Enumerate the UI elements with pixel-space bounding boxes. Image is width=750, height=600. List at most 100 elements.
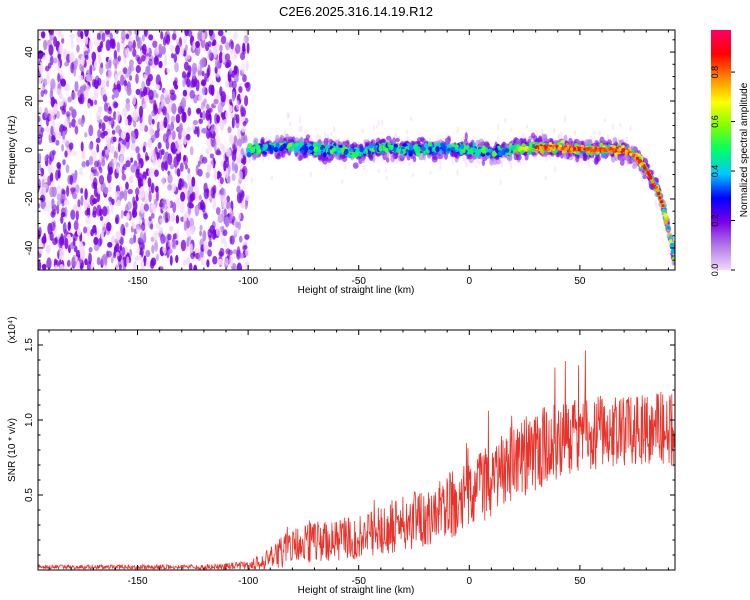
spectrogram-cell-563	[121, 173, 127, 181]
spectrogram-cell-1469	[158, 226, 164, 234]
spectrogram-cell-407	[107, 241, 113, 248]
spectrogram-cell-1356	[64, 150, 68, 158]
spectrogram-cell-1227	[135, 163, 142, 170]
spectrogram-cell-734	[195, 41, 200, 48]
spectrogram-cell-1756	[250, 177, 253, 184]
spectrogram-cell-1432	[115, 251, 120, 257]
spectrogram-cell-4394	[546, 147, 550, 152]
spectrogram-cell-1159	[112, 58, 118, 67]
spectrogram-cell-1233	[135, 88, 141, 95]
spectrogram-cell-396	[55, 131, 59, 139]
spectrogram-cell-1216	[134, 255, 140, 262]
spectrogram-cell-1167	[145, 259, 151, 268]
spectrogram-cell-1229	[235, 99, 240, 111]
spectrogram-cell-1526	[668, 248, 671, 255]
spectrogram-cell-1435	[84, 209, 89, 216]
spectrogram-cell-2979	[352, 162, 359, 169]
spectrogram-cell-2926	[586, 139, 593, 145]
spectrogram-cell-746	[180, 191, 186, 202]
spectrogram-cell-856	[132, 209, 138, 218]
spectrogram-cell-758	[169, 163, 174, 170]
spectrogram-ytick-label-1: -20	[24, 191, 35, 206]
spectrogram-cell-1279	[198, 192, 202, 203]
spectrogram-cell-2585	[298, 155, 303, 161]
spectrogram-cell-1705	[500, 159, 503, 165]
spectrogram-cell-152	[71, 108, 77, 119]
spectrogram-cell-1130	[241, 126, 246, 133]
spectrogram-cell-978	[233, 74, 239, 83]
spectrogram-cell-296	[61, 38, 65, 44]
spectrogram-cell-1045	[185, 133, 191, 141]
spectrogram-cell-326	[96, 143, 100, 153]
spectrogram-cell-1020	[196, 126, 200, 138]
spectrogram-cell-4271	[643, 166, 647, 170]
spectrogram-cell-4023	[393, 143, 398, 149]
spectrogram-cell-1315	[60, 215, 64, 224]
spectrogram-cell-233	[110, 202, 114, 214]
spectrogram-cell-4157	[320, 146, 324, 151]
spectrogram-cell-104	[111, 129, 116, 135]
spectrogram-cell-4115	[666, 225, 671, 230]
spectrogram-cell-854	[57, 72, 61, 83]
spectrogram-cell-1053	[125, 181, 129, 190]
spectrogram-ytick-label-4: 40	[24, 46, 35, 58]
spectrogram-cell-1472	[102, 94, 108, 102]
spectrogram-cell-1426	[109, 38, 115, 49]
spectrogram-cell-743	[114, 216, 119, 224]
spectrogram-cell-1376	[50, 96, 56, 108]
spectrogram-cell-1333	[93, 160, 99, 168]
spectrogram-cell-4125	[435, 146, 440, 153]
spectrogram-cell-1702	[288, 121, 292, 126]
spectrogram-cell-1192	[203, 128, 208, 135]
spectrogram-cell-1461	[136, 36, 142, 49]
spectrogram-cell-1456	[225, 147, 232, 157]
spectrogram-cell-1012	[88, 124, 94, 137]
spectrogram-cell-876	[237, 128, 241, 138]
spectrogram-cell-4011	[420, 146, 426, 152]
spectrogram-cell-1467	[165, 197, 170, 205]
spectrogram-cell-1708	[270, 175, 273, 181]
spectrogram-cell-1082	[145, 249, 151, 258]
spectrogram-cell-1488	[181, 129, 187, 138]
spectrogram-cell-4082	[251, 147, 256, 153]
spectrogram-cell-821	[48, 44, 54, 56]
spectrogram-cell-615	[111, 235, 116, 244]
spectrogram-cell-1365	[144, 151, 149, 162]
spectrogram-cell-1205	[198, 33, 203, 40]
spectrogram-cell-1533	[316, 133, 320, 140]
spectrogram-cell-837	[38, 252, 42, 258]
spectrogram-cell-1496	[43, 183, 48, 191]
spectrogram-cell-4417	[624, 149, 628, 153]
spectrogram-cell-696	[185, 54, 191, 60]
spectrogram-cell-1407	[144, 198, 149, 204]
spectrogram-cell-1466	[210, 186, 215, 199]
spectrogram-cell-521	[159, 120, 165, 132]
spectrogram-cell-1284	[143, 30, 148, 37]
spectrogram-cell-841	[207, 64, 211, 77]
spectrogram-cell-2722	[383, 152, 390, 158]
spectrogram-cell-4351	[595, 149, 599, 153]
spectrogram-cell-1371	[215, 207, 221, 215]
spectrogram-cell-4330	[640, 162, 644, 166]
spectrogram-cell-1054	[40, 31, 46, 39]
spectrogram-cell-1375	[93, 60, 98, 69]
spectrogram-cell-4138	[288, 148, 293, 152]
spectrogram-cell-1114	[207, 249, 212, 257]
spectrogram-cell-4052	[367, 150, 372, 155]
spectrogram-cell-2871	[506, 155, 510, 161]
spectrogram-cell-275	[88, 39, 93, 51]
spectrogram-cell-394	[218, 51, 224, 64]
spectrogram-cell-303	[186, 227, 192, 237]
spectrogram-cell-1359	[140, 260, 145, 270]
spectrogram-cell-724	[105, 152, 109, 161]
spectrogram-cell-561	[192, 119, 199, 126]
spectrogram-xtick-label-1: -100	[238, 276, 258, 287]
spectrogram-cell-4406	[573, 147, 577, 151]
spectrogram-cell-1719	[380, 119, 384, 127]
spectrogram-cell-1448	[245, 194, 250, 202]
spectrogram-cell-926	[125, 132, 130, 143]
spectrogram-cell-842	[67, 221, 72, 231]
spectrogram-cell-4141	[331, 147, 337, 152]
spectrogram-cell-1665	[298, 126, 301, 133]
spectrogram-xlabel: Height of straight line (km)	[298, 285, 415, 296]
